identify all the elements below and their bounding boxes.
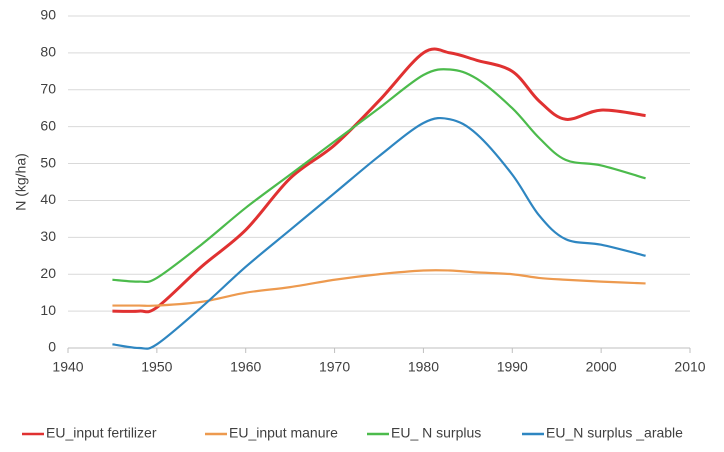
series-line [112, 47, 646, 314]
x-tick-label: 1940 [52, 359, 83, 375]
y-tick-label: 80 [40, 44, 56, 60]
series-line [112, 68, 646, 284]
x-tick-label: 1960 [230, 359, 261, 375]
y-tick-label: 90 [40, 7, 56, 23]
y-tick-label: 50 [40, 154, 56, 170]
series-line [112, 116, 646, 350]
y-tick-label: 30 [40, 228, 56, 244]
x-tick-label: 1980 [408, 359, 439, 375]
x-tick-label: 1950 [141, 359, 172, 375]
x-tick-label: 2010 [674, 359, 705, 375]
y-tick-label: 40 [40, 191, 56, 207]
series-line [112, 269, 646, 307]
y-axis-label: N (kg/ha) [13, 153, 29, 211]
x-tick-label: 2000 [586, 359, 617, 375]
x-tick-label: 1990 [497, 359, 528, 375]
y-tick-label: 0 [48, 339, 56, 355]
y-tick-label: 60 [40, 117, 56, 133]
legend-label: EU_N surplus _arable [546, 425, 683, 441]
y-tick-label: 70 [40, 80, 56, 96]
y-tick-label: 10 [40, 302, 56, 318]
legend-label: EU_input fertilizer [46, 425, 157, 441]
x-tick-label: 1970 [319, 359, 350, 375]
legend-label: EU_input manure [229, 425, 338, 441]
legend-label: EU_ N surplus [391, 425, 481, 441]
y-tick-label: 20 [40, 265, 56, 281]
